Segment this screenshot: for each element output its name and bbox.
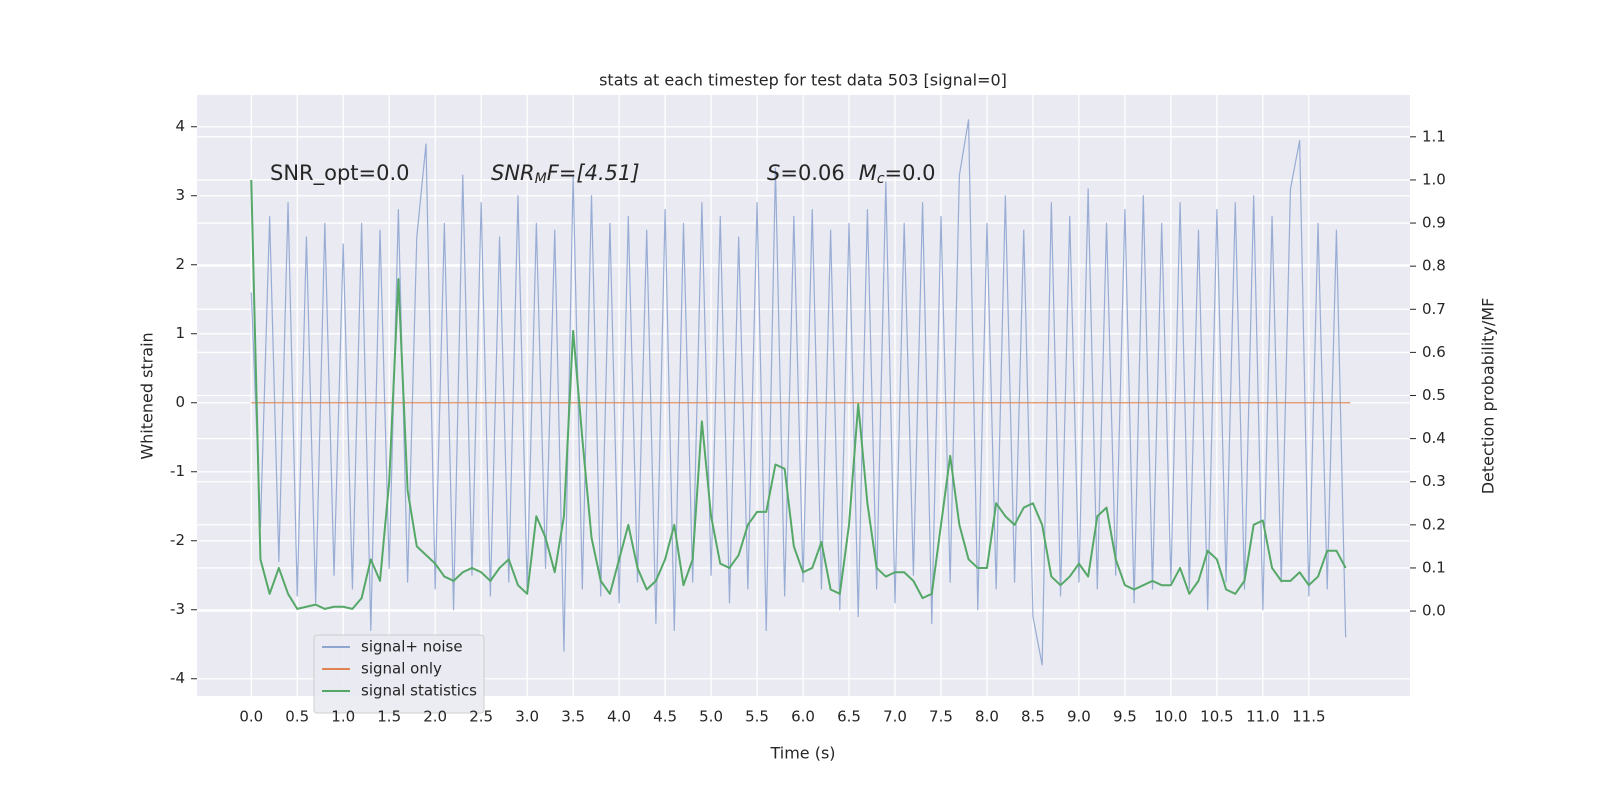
x-tick-label: 5.0 [699, 708, 723, 726]
y2-tick-label: 0.5 [1422, 386, 1446, 404]
y2-tick-label: 0.4 [1422, 429, 1446, 447]
annotation-text: M [535, 171, 547, 187]
legend-label: signal+ noise [361, 638, 463, 656]
x-tick-label: 8.0 [975, 708, 999, 726]
annotation-text: SNR_opt=0.0 [270, 161, 410, 186]
x-tick-label: 6.5 [837, 708, 861, 726]
x-tick-label: 2.0 [423, 708, 447, 726]
y2-tick-label: 0.3 [1422, 472, 1446, 490]
legend-label: signal statistics [361, 682, 477, 700]
y-tick-label: -4 [170, 669, 185, 687]
x-tick-label: 0.0 [239, 708, 263, 726]
y-tick-label: 0 [175, 393, 185, 411]
x-tick-label: 9.0 [1067, 708, 1091, 726]
legend-label: signal only [361, 660, 442, 678]
annotation: SNR_opt=0.0 [270, 161, 410, 186]
y-tick-label: -2 [170, 531, 185, 549]
annotation: S=0.06 Mc=0.0 [767, 161, 936, 187]
x-tick-label: 3.0 [515, 708, 539, 726]
chart-title: stats at each timestep for test data 503… [599, 71, 1007, 90]
annotation: SNRMF=[4.51] [491, 161, 640, 187]
legend-box [313, 634, 485, 714]
x-tick-label: 2.5 [469, 708, 493, 726]
y2-tick-label: 0.1 [1422, 558, 1446, 576]
x-tick-label: 10.5 [1200, 708, 1233, 726]
y2-tick-label: 0.2 [1422, 515, 1446, 533]
x-tick-label: 10.0 [1154, 708, 1187, 726]
x-tick-label: 11.0 [1246, 708, 1279, 726]
y2-tick-label: 1.0 [1422, 170, 1446, 188]
y2-axis-label: Detection probability/MF [1479, 298, 1498, 495]
x-tick-label: 4.5 [653, 708, 677, 726]
y2-tick-label: 0.8 [1422, 257, 1446, 275]
x-tick-label: 6.0 [791, 708, 815, 726]
y-tick-label: 3 [175, 186, 185, 204]
y-axis-label: Whitened strain [138, 332, 157, 459]
annotation-text: SNR [491, 161, 535, 185]
y2-tick-label: 1.1 [1422, 127, 1446, 145]
y-tick-label: 4 [175, 117, 185, 135]
annotation-text: S [767, 161, 780, 185]
annotation-text: F=[4.51] [547, 161, 640, 185]
x-tick-label: 9.5 [1113, 708, 1137, 726]
series-line [250, 179, 1347, 610]
annotation-text: =0.06 [780, 161, 844, 185]
y-tick-label: 1 [175, 324, 185, 342]
y2-tick-label: 0.6 [1422, 343, 1446, 361]
y2-tick-label: 0.0 [1422, 602, 1446, 620]
annotation-text: c [877, 171, 885, 187]
x-tick-label: 7.0 [883, 708, 907, 726]
x-tick-label: 5.5 [745, 708, 769, 726]
x-tick-label: 11.5 [1292, 708, 1325, 726]
y2-tick-label: 0.7 [1422, 300, 1446, 318]
x-tick-label: 8.5 [1021, 708, 1045, 726]
x-tick-label: 1.5 [377, 708, 401, 726]
annotation-text: =0.0 [885, 161, 936, 185]
x-tick-label: 7.5 [929, 708, 953, 726]
x-tick-label: 1.0 [331, 708, 355, 726]
annotation-text: M [859, 161, 877, 185]
x-tick-label: 4.0 [607, 708, 631, 726]
x-axis-label: Time (s) [769, 744, 835, 763]
y2-tick-label: 0.9 [1422, 214, 1446, 232]
y-tick-label: -3 [170, 600, 185, 618]
y-tick-label: -1 [170, 462, 185, 480]
y-tick-label: 2 [175, 255, 185, 273]
series-line [250, 119, 1347, 666]
x-tick-label: 0.5 [285, 708, 309, 726]
x-tick-label: 3.5 [561, 708, 585, 726]
